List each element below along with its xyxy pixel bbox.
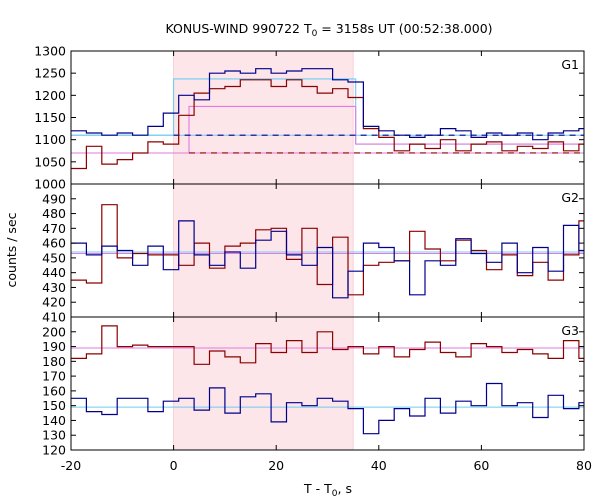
lightcurve-blue <box>71 220 584 299</box>
x-tick-label: 0 <box>170 458 178 473</box>
chart-title-rest: = 3158s UT (00:52:38.000) <box>317 21 492 36</box>
y-tick-label: 170 <box>42 369 66 384</box>
y-tick-label: 450 <box>42 250 66 265</box>
lightcurve-red <box>71 79 584 170</box>
lightcurve-blue <box>71 382 584 435</box>
x-tick-label: 20 <box>268 458 284 473</box>
x-tick-label: 60 <box>473 458 489 473</box>
y-tick-label: 130 <box>42 428 66 443</box>
chart-panels: 1000105011001150120012501300G14104204304… <box>34 44 592 474</box>
y-tick-label: 430 <box>42 280 66 295</box>
y-tick-label: 440 <box>42 265 66 280</box>
y-tick-label: 1250 <box>34 66 66 81</box>
y-tick-label: 190 <box>42 339 66 354</box>
y-tick-label: 480 <box>42 206 66 221</box>
y-tick-label: 1000 <box>34 177 66 192</box>
highlight-interval <box>173 183 354 318</box>
y-tick-label: 460 <box>42 236 66 251</box>
y-tick-label: 1200 <box>34 88 66 103</box>
y-tick-label: 140 <box>42 413 66 428</box>
panel-frame <box>70 316 585 451</box>
highlight-interval <box>173 316 354 451</box>
y-tick-label: 150 <box>42 398 66 413</box>
chart-title: KONUS-WIND 990722 T0 = 3158s UT (00:52:3… <box>165 21 492 39</box>
x-axis-label-main: T - T <box>303 481 332 496</box>
y-axis-label: counts / sec <box>4 212 19 287</box>
chart-title-subscript: 0 <box>312 29 318 39</box>
y-tick-label: 1050 <box>34 154 66 169</box>
panel-g1: 1000 1050 1100 1150 1200 1250 1300 G1 <box>34 44 585 192</box>
y-tick-label: 160 <box>42 383 66 398</box>
x-axis-label: T - T0, s <box>303 481 352 499</box>
x-axis-label-subscript: 0 <box>332 489 338 499</box>
x-axis-label-rest: , s <box>338 481 352 496</box>
panel-label: G2 <box>561 190 579 205</box>
y-tick-label: 1300 <box>34 44 66 59</box>
y-tick-label: 490 <box>42 191 66 206</box>
highlight-interval <box>173 50 354 185</box>
lightcurve-blue <box>71 68 584 141</box>
y-tick-label: 420 <box>42 295 66 310</box>
x-tick-label: 80 <box>576 458 592 473</box>
y-tick-label: 1100 <box>34 132 66 147</box>
y-tick-label: 470 <box>42 221 66 236</box>
y-tick-label: 200 <box>42 324 66 339</box>
y-tick-label: 180 <box>42 354 66 369</box>
y-tick-label: 410 <box>42 310 66 325</box>
chart-title-main: KONUS-WIND 990722 T <box>165 21 311 36</box>
lightcurve-red <box>71 325 584 365</box>
panel-label: G3 <box>561 323 579 338</box>
x-tick-label: 40 <box>371 458 387 473</box>
y-tick-label: 120 <box>42 443 66 458</box>
x-tick-label: -20 <box>61 458 81 473</box>
y-tick-label: 1150 <box>34 110 66 125</box>
panel-label: G1 <box>561 57 579 72</box>
